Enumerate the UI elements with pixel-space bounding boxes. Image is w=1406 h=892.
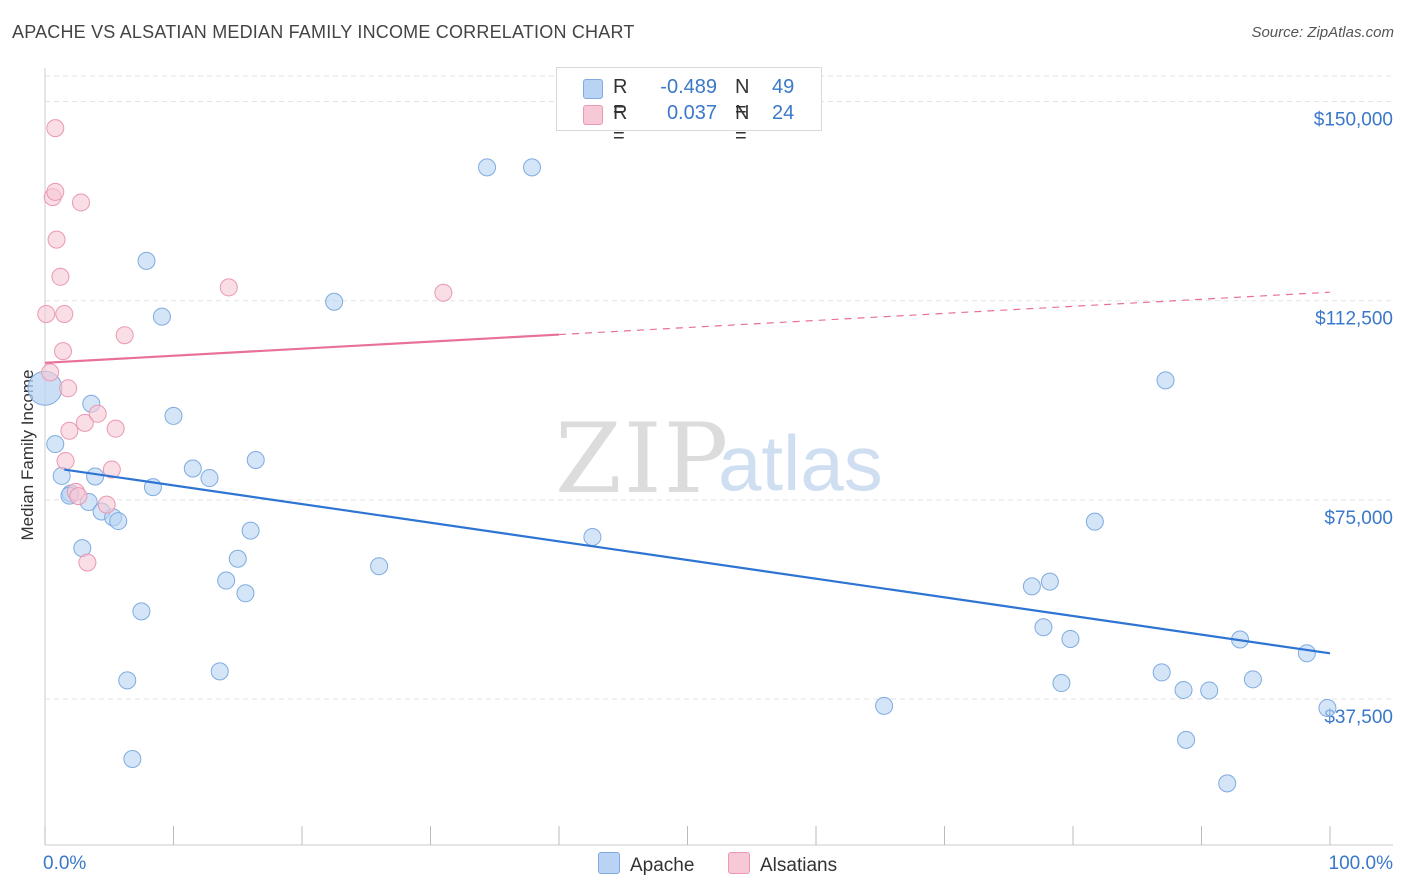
- correlation-legend: R = -0.489 N = 49 R = 0.037 N = 24: [556, 67, 822, 147]
- grid-lines: [45, 75, 1393, 700]
- apache-point: [478, 158, 497, 177]
- apache-point: [183, 459, 202, 478]
- apache-point: [246, 451, 265, 469]
- alsatians-point: [69, 487, 88, 506]
- legend-item-alsatians[interactable]: Alsatians: [728, 852, 837, 877]
- alsatians-trend-line: [44, 333, 560, 364]
- apache-point: [1052, 674, 1071, 693]
- r-label: R =: [613, 102, 628, 147]
- trend-lines: [44, 291, 1331, 655]
- apache-point: [1040, 572, 1059, 591]
- alsatians-point: [53, 342, 72, 361]
- source-label: Source: ZipAtlas.com: [1251, 24, 1394, 41]
- apache-point: [200, 469, 219, 488]
- alsatians-trend-extension: [558, 291, 1331, 336]
- apache-swatch: [583, 79, 603, 99]
- watermark-zip: ZIP: [555, 403, 730, 515]
- apache-point: [875, 696, 894, 715]
- r-value: 0.037: [666, 102, 717, 124]
- alsatians-point: [41, 363, 60, 382]
- alsatians-point: [46, 182, 65, 201]
- apache-point: [523, 158, 542, 177]
- x-tick-labels: 0.0% 100.0%: [43, 853, 1393, 874]
- apache-point: [1177, 730, 1196, 749]
- apache-point: [1034, 618, 1053, 637]
- apache-point: [1243, 670, 1262, 689]
- apache-legend-label: Apache: [630, 855, 695, 876]
- x-tick-label-min: 0.0%: [43, 853, 86, 874]
- alsatians-point: [56, 452, 75, 471]
- apache-point: [132, 602, 151, 621]
- alsatians-point: [88, 404, 107, 423]
- apache-point: [1022, 577, 1041, 596]
- n-label: N =: [735, 102, 750, 147]
- alsatians-point: [75, 413, 94, 432]
- apache-point: [46, 435, 65, 454]
- alsatians-point: [434, 283, 453, 302]
- chart-title: APACHE VS ALSATIAN MEDIAN FAMILY INCOME …: [12, 22, 635, 42]
- apache-point: [1174, 680, 1193, 699]
- apache-point: [236, 584, 255, 603]
- apache-point: [1297, 644, 1316, 663]
- alsatians-point: [219, 278, 238, 297]
- y-tick-label: $150,000: [1314, 110, 1393, 131]
- apache-point: [123, 749, 142, 768]
- apache-point: [164, 406, 183, 425]
- apache-point: [583, 528, 602, 546]
- apache-trend-line: [64, 468, 1331, 655]
- apache-point: [1156, 371, 1175, 390]
- apache-point: [118, 671, 137, 690]
- y-axis-label: Median Family Income: [18, 369, 37, 540]
- alsatians-swatch: [583, 105, 603, 125]
- apache-point: [1200, 681, 1219, 700]
- alsatians-point: [47, 230, 66, 249]
- alsatians-point: [55, 304, 74, 323]
- alsatians-point: [46, 119, 65, 138]
- alsatians-point: [71, 193, 90, 212]
- y-tick-labels: $37,500 $75,000 $112,500 $150,000: [1314, 110, 1393, 728]
- alsatians-point: [115, 326, 134, 345]
- apache-point: [1085, 512, 1104, 531]
- y-tick-label: $112,500: [1315, 309, 1393, 330]
- apache-point: [86, 467, 105, 486]
- x-tick-label-max: 100.0%: [1329, 853, 1394, 874]
- alsatians-point: [97, 495, 116, 514]
- alsatians-legend-swatch: [728, 852, 750, 874]
- apache-point: [217, 571, 236, 590]
- n-value: 49: [772, 76, 795, 98]
- alsatians-point: [51, 267, 70, 286]
- watermark: ZIP atlas: [555, 403, 883, 515]
- apache-point: [210, 662, 229, 681]
- y-tick-label: $37,500: [1324, 707, 1393, 728]
- apache-point: [370, 557, 389, 576]
- data-points: [27, 119, 1337, 793]
- apache-point: [109, 512, 128, 531]
- alsatians-point: [106, 419, 125, 438]
- apache-point: [1152, 663, 1171, 682]
- legend-item-apache[interactable]: Apache: [598, 852, 694, 877]
- alsatians-point: [102, 460, 121, 479]
- apache-point: [137, 251, 156, 270]
- apache-legend-swatch: [598, 852, 620, 874]
- watermark-atlas: atlas: [718, 419, 883, 507]
- n-value: 24: [772, 102, 795, 124]
- r-value: -0.489: [660, 76, 717, 98]
- apache-point: [228, 549, 247, 568]
- y-tick-label: $75,000: [1324, 508, 1393, 529]
- apache-point: [1318, 698, 1337, 717]
- apache-point: [325, 292, 344, 311]
- alsatians-legend-label: Alsatians: [760, 855, 838, 876]
- n-label: N =: [735, 76, 750, 121]
- r-label: R =: [613, 76, 628, 121]
- alsatians-point: [37, 304, 56, 323]
- alsatians-point: [78, 553, 97, 572]
- alsatians-point: [59, 379, 78, 398]
- apache-point: [1061, 629, 1080, 648]
- apache-point: [1218, 774, 1237, 793]
- apache-point: [152, 307, 171, 326]
- alsatians-point: [60, 421, 79, 440]
- apache-point: [241, 521, 260, 540]
